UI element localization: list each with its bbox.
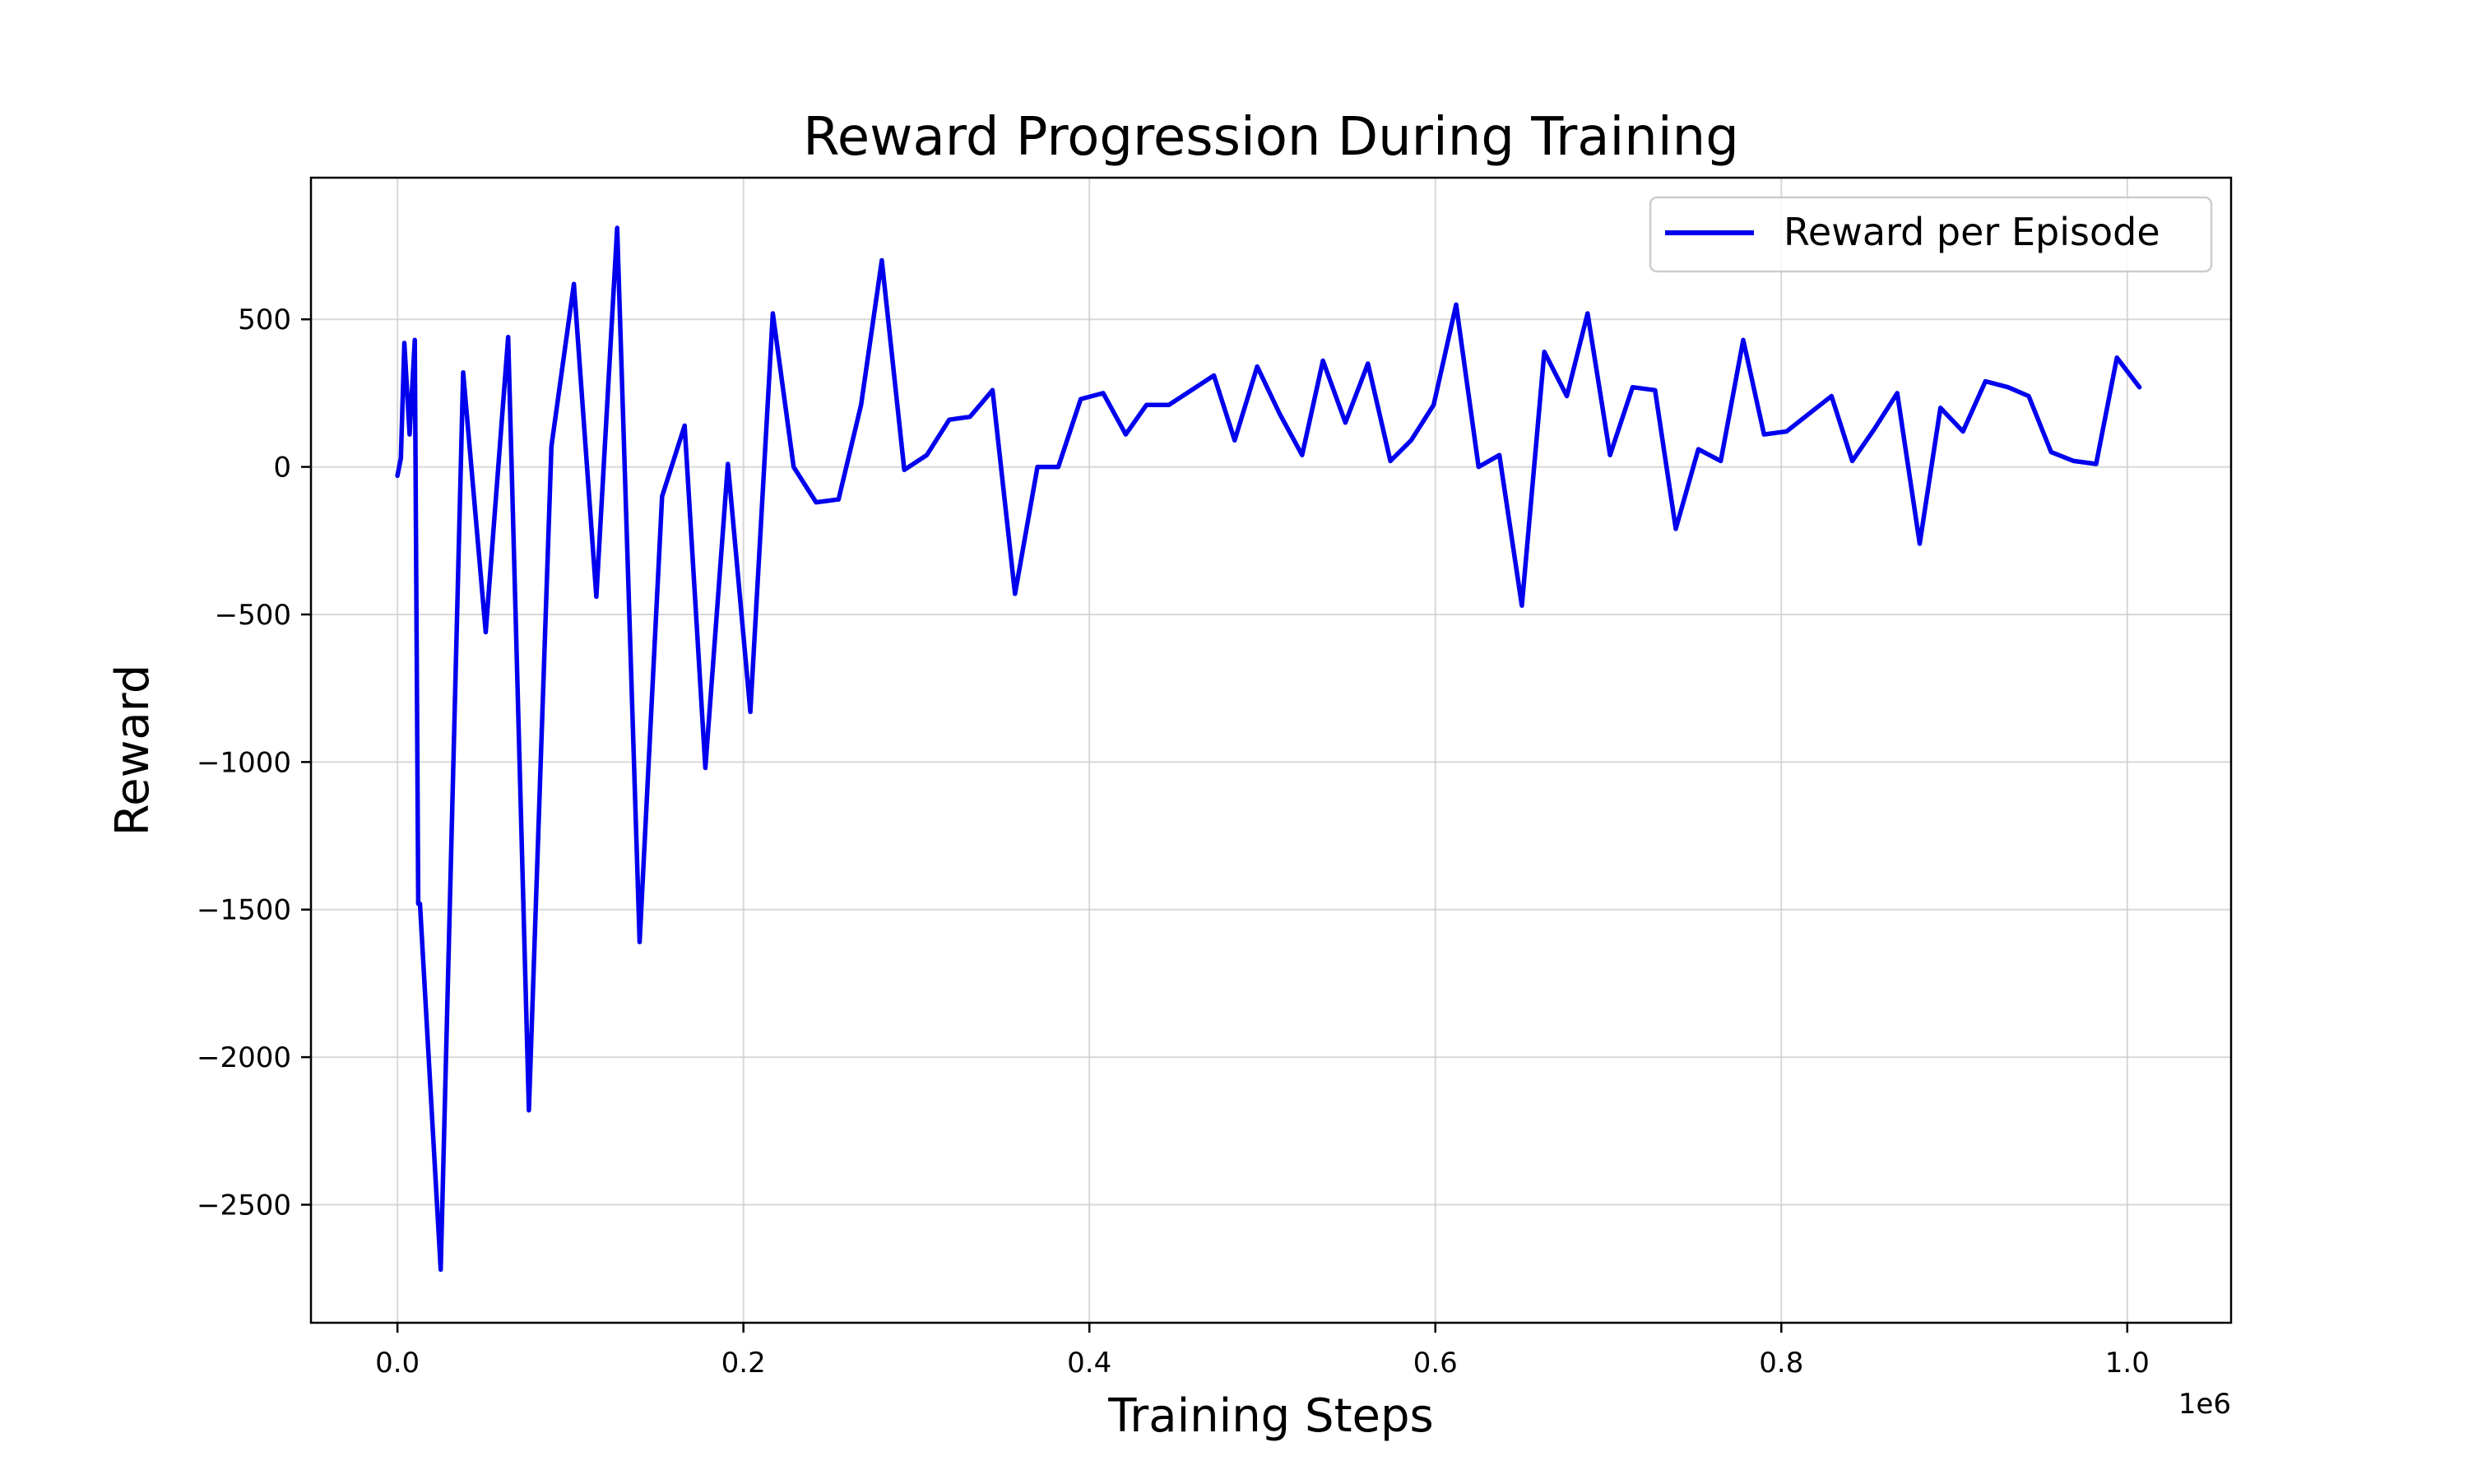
chart-title: Reward Progression During Training (803, 107, 1739, 168)
x-tick-label: 0.0 (375, 1347, 420, 1380)
y-tick-label: 500 (238, 304, 291, 336)
y-tick-label: −2500 (197, 1189, 291, 1222)
x-tick-label: 1.0 (2105, 1347, 2150, 1380)
legend-label-reward-per-episode: Reward per Episode (1784, 210, 2160, 254)
x-axis-offset-label: 1e6 (2178, 1388, 2231, 1421)
y-tick-label: −2000 (197, 1041, 291, 1074)
legend: Reward per Episode (1650, 197, 2211, 271)
x-tick-label: 0.6 (1413, 1347, 1458, 1380)
x-tick-label: 0.8 (1759, 1347, 1803, 1380)
y-tick-label: −1500 (197, 894, 291, 927)
x-tick-label: 0.2 (721, 1347, 766, 1380)
x-tick-label: 0.4 (1067, 1347, 1111, 1380)
y-tick-label: −500 (215, 599, 291, 632)
y-tick-label: 0 (273, 452, 291, 485)
y-tick-label: −1000 (197, 746, 291, 779)
y-axis-title: Reward (106, 665, 160, 837)
x-axis-title: Training Steps (1107, 1389, 1433, 1443)
